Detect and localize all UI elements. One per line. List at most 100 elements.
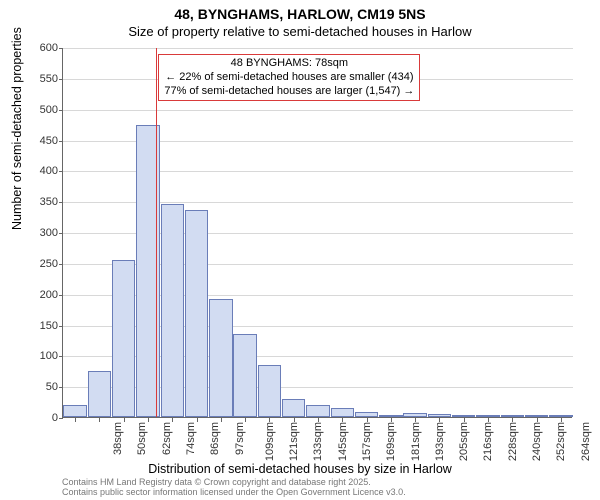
x-axis-label: Distribution of semi-detached houses by … bbox=[0, 462, 600, 476]
chart-title: 48, BYNGHAMS, HARLOW, CM19 5NS bbox=[0, 6, 600, 22]
ytick-label: 100 bbox=[18, 350, 58, 362]
ytick-mark bbox=[59, 171, 63, 172]
gridline-h bbox=[63, 48, 573, 49]
xtick-label: 86sqm bbox=[209, 422, 221, 455]
histogram-bar bbox=[209, 299, 232, 417]
xtick-mark bbox=[537, 418, 538, 422]
xtick-label: 193sqm bbox=[434, 422, 446, 461]
xtick-label: 109sqm bbox=[264, 422, 276, 461]
xtick-label: 74sqm bbox=[185, 422, 197, 455]
ytick-mark bbox=[59, 79, 63, 80]
xtick-mark bbox=[221, 418, 222, 422]
ytick-mark bbox=[59, 295, 63, 296]
ytick-label: 200 bbox=[18, 289, 58, 301]
xtick-label: 216sqm bbox=[483, 422, 495, 461]
xtick-label: 133sqm bbox=[313, 422, 325, 461]
ytick-label: 350 bbox=[18, 196, 58, 208]
histogram-bar bbox=[306, 405, 329, 417]
ytick-label: 500 bbox=[18, 104, 58, 116]
footer-line-2: Contains public sector information licen… bbox=[62, 488, 406, 498]
xtick-mark bbox=[439, 418, 440, 422]
xtick-mark bbox=[488, 418, 489, 422]
xtick-label: 157sqm bbox=[361, 422, 373, 461]
histogram-bar bbox=[258, 365, 281, 417]
ytick-label: 400 bbox=[18, 165, 58, 177]
histogram-bar bbox=[525, 415, 548, 417]
callout-line: 77% of semi-detached houses are larger (… bbox=[164, 85, 414, 99]
xtick-mark bbox=[512, 418, 513, 422]
xtick-label: 62sqm bbox=[161, 422, 173, 455]
xtick-label: 145sqm bbox=[337, 422, 349, 461]
ytick-mark bbox=[59, 387, 63, 388]
histogram-bar bbox=[428, 414, 451, 417]
xtick-mark bbox=[269, 418, 270, 422]
ytick-mark bbox=[59, 202, 63, 203]
ytick-label: 450 bbox=[18, 135, 58, 147]
xtick-mark bbox=[391, 418, 392, 422]
ytick-label: 50 bbox=[18, 381, 58, 393]
ytick-mark bbox=[59, 141, 63, 142]
histogram-bar bbox=[549, 415, 572, 417]
histogram-bar bbox=[161, 204, 184, 417]
xtick-label: 97sqm bbox=[234, 422, 246, 455]
xtick-label: 181sqm bbox=[410, 422, 422, 461]
histogram-bar bbox=[282, 399, 305, 418]
histogram-bar bbox=[63, 405, 86, 417]
xtick-mark bbox=[294, 418, 295, 422]
xtick-label: 50sqm bbox=[136, 422, 148, 455]
xtick-label: 169sqm bbox=[385, 422, 397, 461]
ytick-label: 150 bbox=[18, 320, 58, 332]
ytick-mark bbox=[59, 264, 63, 265]
chart-subtitle: Size of property relative to semi-detach… bbox=[0, 24, 600, 39]
histogram-bar bbox=[355, 412, 378, 417]
histogram-bar bbox=[88, 371, 111, 417]
xtick-mark bbox=[75, 418, 76, 422]
ytick-mark bbox=[59, 110, 63, 111]
xtick-label: 264sqm bbox=[580, 422, 592, 461]
ytick-label: 250 bbox=[18, 258, 58, 270]
histogram-bar bbox=[331, 408, 354, 417]
xtick-mark bbox=[561, 418, 562, 422]
ytick-mark bbox=[59, 326, 63, 327]
xtick-label: 38sqm bbox=[112, 422, 124, 455]
histogram-bar bbox=[185, 210, 208, 417]
ytick-label: 600 bbox=[18, 42, 58, 54]
xtick-mark bbox=[124, 418, 125, 422]
callout-line: 48 BYNGHAMS: 78sqm bbox=[164, 57, 414, 71]
histogram-bar bbox=[452, 415, 475, 417]
callout-line: ← 22% of semi-detached houses are smalle… bbox=[164, 71, 414, 85]
ytick-label: 550 bbox=[18, 73, 58, 85]
xtick-mark bbox=[464, 418, 465, 422]
ytick-mark bbox=[59, 48, 63, 49]
ytick-mark bbox=[59, 233, 63, 234]
xtick-label: 240sqm bbox=[531, 422, 543, 461]
footer-attribution: Contains HM Land Registry data © Crown c… bbox=[62, 478, 406, 498]
histogram-bar bbox=[379, 415, 402, 417]
xtick-mark bbox=[99, 418, 100, 422]
callout-box: 48 BYNGHAMS: 78sqm← 22% of semi-detached… bbox=[158, 54, 420, 101]
reference-line bbox=[156, 48, 157, 417]
xtick-mark bbox=[197, 418, 198, 422]
histogram-bar bbox=[112, 260, 135, 417]
xtick-label: 121sqm bbox=[288, 422, 300, 461]
gridline-h bbox=[63, 110, 573, 111]
plot-region: 05010015020025030035040045050055060038sq… bbox=[62, 48, 572, 418]
xtick-mark bbox=[342, 418, 343, 422]
xtick-mark bbox=[172, 418, 173, 422]
xtick-mark bbox=[148, 418, 149, 422]
chart-area: 05010015020025030035040045050055060038sq… bbox=[62, 48, 572, 418]
xtick-mark bbox=[367, 418, 368, 422]
xtick-mark bbox=[415, 418, 416, 422]
xtick-label: 205sqm bbox=[458, 422, 470, 461]
xtick-label: 228sqm bbox=[507, 422, 519, 461]
xtick-mark bbox=[245, 418, 246, 422]
xtick-label: 252sqm bbox=[555, 422, 567, 461]
ytick-mark bbox=[59, 356, 63, 357]
ytick-mark bbox=[59, 418, 63, 419]
ytick-label: 0 bbox=[18, 412, 58, 424]
chart-title-block: 48, BYNGHAMS, HARLOW, CM19 5NS Size of p… bbox=[0, 0, 600, 39]
xtick-mark bbox=[318, 418, 319, 422]
histogram-bar bbox=[501, 415, 524, 417]
histogram-bar bbox=[233, 334, 256, 417]
histogram-bar bbox=[476, 415, 499, 417]
